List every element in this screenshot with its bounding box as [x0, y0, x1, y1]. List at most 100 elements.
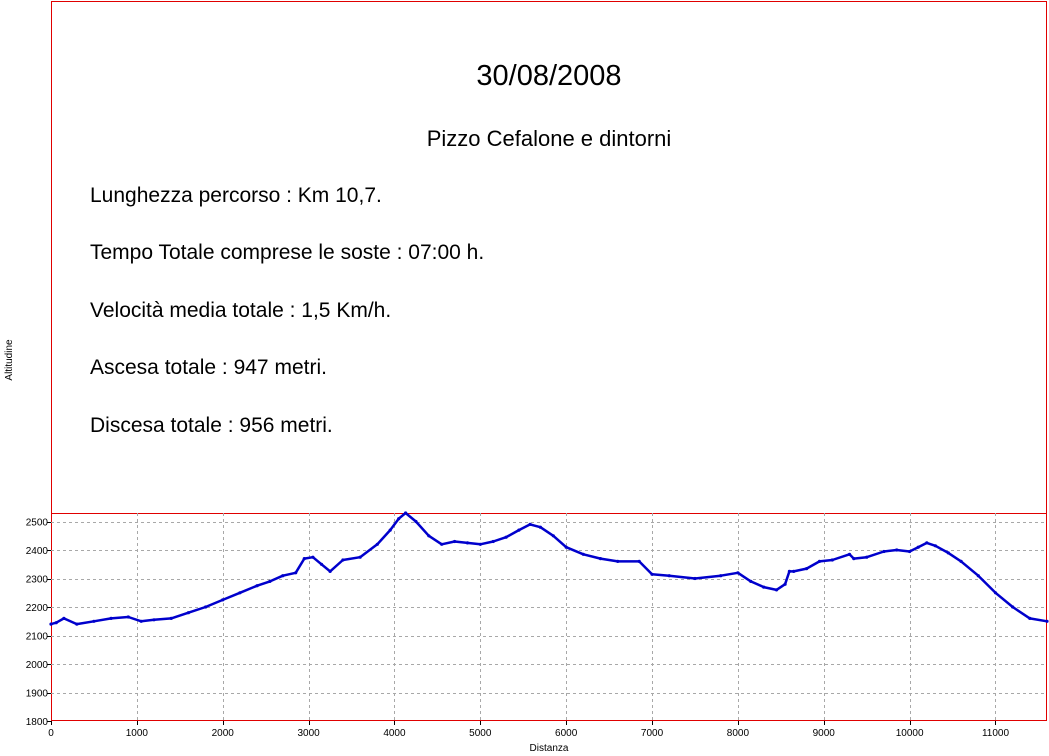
- altitude-point: [564, 545, 568, 549]
- y-axis-label: Altitudine: [4, 339, 15, 381]
- x-tick-label: 1000: [126, 728, 149, 739]
- y-tick-label: 2000: [26, 660, 49, 671]
- altitude-point: [427, 534, 431, 538]
- altitude-point: [255, 584, 259, 588]
- series-layer: [49, 511, 1049, 626]
- altitude-point: [538, 525, 543, 529]
- x-tick-label: 10000: [896, 728, 924, 739]
- stat-average-speed: Velocità media totale : 1,5 Km/h.: [90, 299, 392, 322]
- x-tick-label: 11000: [982, 728, 1010, 739]
- y-tick-label: 2200: [26, 603, 49, 614]
- altitude-point: [358, 555, 362, 559]
- altitude-point: [221, 598, 225, 602]
- altitude-point: [882, 549, 886, 554]
- chart-frame: [51, 1, 1047, 721]
- altitude-point: [404, 511, 408, 515]
- altitude-point: [311, 555, 315, 559]
- altitude-point: [908, 549, 912, 554]
- altitude-point: [1011, 605, 1015, 609]
- altitude-point: [186, 611, 190, 615]
- y-tick-label: 1900: [26, 689, 49, 700]
- x-tick-label: 7000: [641, 728, 664, 739]
- x-tick-label: 5000: [469, 728, 492, 739]
- altitude-point: [792, 569, 796, 574]
- altitude-point: [1045, 619, 1049, 623]
- altitude-point: [169, 616, 173, 621]
- altitude-point: [551, 534, 555, 538]
- altitude-point: [749, 579, 753, 584]
- altitude-point: [830, 558, 834, 562]
- altitude-point: [319, 562, 324, 566]
- altitude-point: [328, 569, 332, 574]
- y-tick-label: 2400: [26, 546, 49, 557]
- altitude-point: [959, 559, 963, 564]
- altitude-point: [933, 544, 938, 548]
- altitude-point: [916, 545, 920, 549]
- altitude-point: [993, 591, 998, 595]
- track-name-subtitle: Pizzo Cefalone e dintorni: [426, 126, 672, 151]
- altitude-point: [75, 622, 79, 626]
- altitude-point: [865, 555, 869, 559]
- altitude-point: [736, 571, 740, 575]
- altitude-point: [397, 517, 401, 521]
- altitude-point: [517, 528, 521, 532]
- altitude-point: [491, 539, 495, 544]
- x-tick-label: 3000: [297, 728, 320, 739]
- altitude-point: [294, 571, 298, 575]
- x-tick-label: 9000: [813, 728, 836, 739]
- y-tick-label: 2300: [26, 575, 49, 586]
- altitude-point: [847, 552, 852, 556]
- altitude-point: [1028, 616, 1032, 621]
- altitude-point: [49, 622, 53, 626]
- altitude-point: [946, 551, 950, 555]
- x-tick-label: 6000: [555, 728, 578, 739]
- x-tick-label: 0: [48, 728, 54, 739]
- y-tick-label: 2500: [26, 518, 49, 529]
- altitude-point: [598, 557, 603, 561]
- altitude-point: [152, 618, 156, 622]
- altitude-point: [581, 552, 585, 556]
- altitude-point: [465, 541, 469, 545]
- x-tick-label: 4000: [383, 728, 406, 739]
- x-tick-label: 8000: [727, 728, 750, 739]
- altitude-point: [62, 616, 66, 621]
- altitude-point: [268, 579, 272, 584]
- altitude-point: [54, 621, 58, 625]
- altitude-point: [787, 569, 792, 574]
- altitude-point: [414, 519, 418, 524]
- altitude-point: [719, 574, 723, 578]
- altitude-point: [281, 574, 285, 578]
- altitude-point: [976, 574, 980, 578]
- altitude-point: [341, 558, 345, 562]
- altitude-point: [650, 572, 654, 576]
- altitude-point: [616, 559, 620, 564]
- altitude-point: [817, 559, 822, 564]
- altitude-point: [126, 615, 130, 619]
- altitude-point: [302, 557, 306, 561]
- altitude-point: [139, 619, 143, 623]
- altitude-point: [504, 535, 508, 539]
- altitude-point: [375, 542, 379, 546]
- altitude-point: [774, 588, 779, 592]
- altitude-point: [895, 548, 899, 552]
- altitude-point: [388, 528, 392, 532]
- stat-length: Lunghezza percorso : Km 10,7.: [90, 184, 382, 207]
- altitude-point: [805, 567, 809, 571]
- altitude-point: [440, 542, 444, 546]
- altitude-point: [925, 541, 929, 545]
- altitude-point: [637, 559, 641, 564]
- altitude-point: [453, 539, 457, 544]
- y-tick-label: 2100: [26, 632, 49, 643]
- altitude-point: [667, 574, 671, 578]
- altitude-point: [762, 585, 766, 589]
- altitude-point: [693, 576, 697, 581]
- y-axis-ticks: 1800 1900 2000 2100 2200 2300 2400 2500: [26, 518, 51, 728]
- stat-total-ascent: Ascesa totale : 947 metri.: [90, 356, 327, 379]
- track-date-title: 30/08/2008: [476, 60, 622, 92]
- altitude-point: [528, 522, 532, 527]
- x-axis-ticks: 0 1000 2000 3000 4000 5000 6000 7000 8000 9000 100…: [48, 721, 1009, 739]
- x-axis-label: Distanza: [530, 743, 569, 754]
- x-tick-label: 2000: [212, 728, 235, 739]
- altitude-point: [478, 542, 482, 546]
